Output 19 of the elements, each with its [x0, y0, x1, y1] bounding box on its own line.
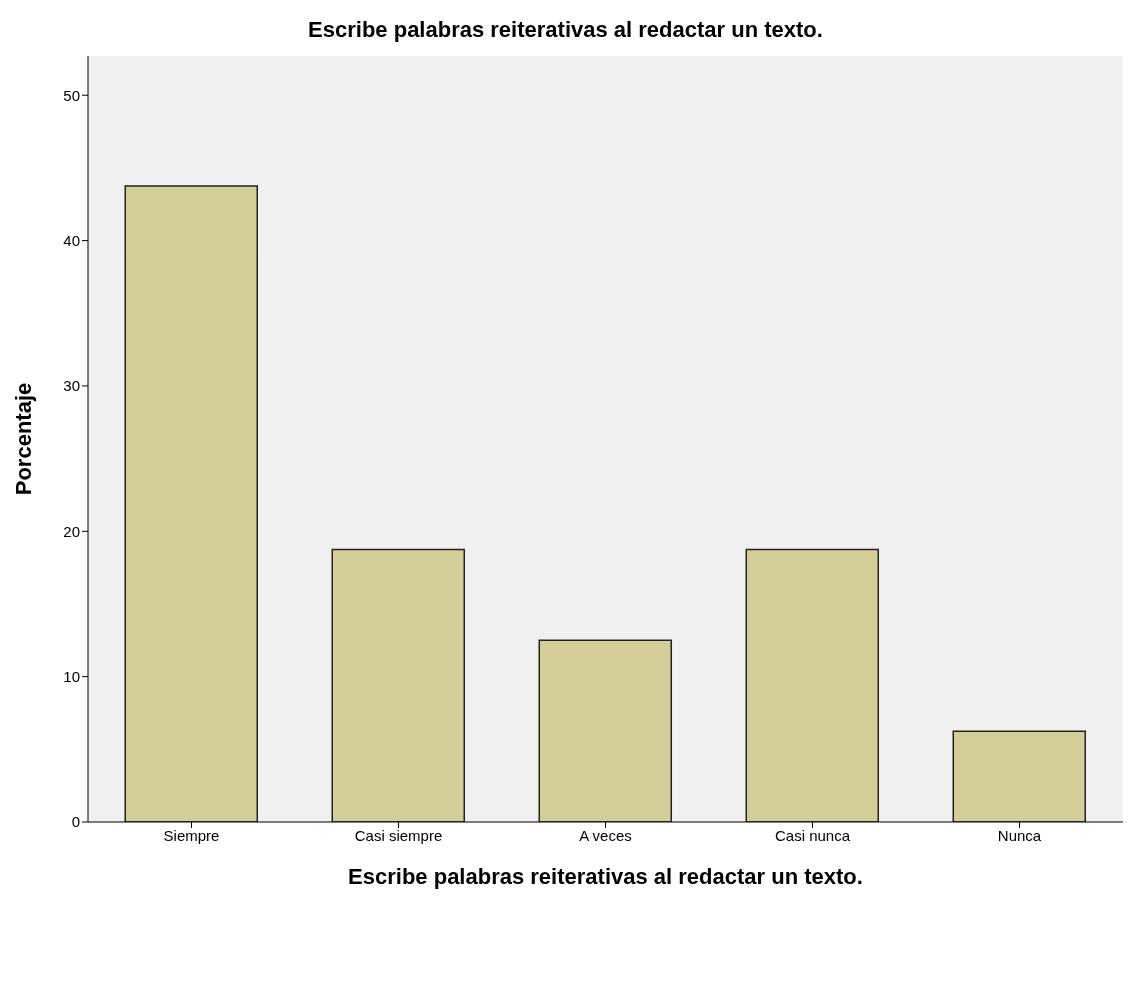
x-tick-label: Nunca — [997, 826, 1042, 844]
y-tick-label: 40 — [63, 231, 80, 249]
bar — [538, 639, 673, 822]
x-tick-label: A veces — [579, 826, 632, 844]
bar — [331, 548, 466, 822]
x-tick-label: Casi siempre — [354, 826, 443, 844]
y-tick-label: 20 — [63, 522, 80, 540]
y-tick-label: 30 — [63, 377, 80, 395]
bar — [124, 185, 259, 822]
chart-title: Escribe palabras reiterativas al redactar un texto. — [307, 16, 824, 44]
x-tick-label: Casi nunca — [774, 826, 851, 844]
y-tick-label: 0 — [71, 813, 80, 831]
y-axis-title: Porcentaje — [10, 382, 36, 496]
bar — [745, 548, 880, 822]
bar — [952, 730, 1087, 822]
y-tick-label: 50 — [63, 86, 80, 104]
y-tick-label: 10 — [63, 667, 80, 685]
x-tick-label: Siempre — [163, 826, 220, 844]
x-axis-title: Escribe palabras reiterativas al redactar un texto. — [348, 864, 863, 889]
